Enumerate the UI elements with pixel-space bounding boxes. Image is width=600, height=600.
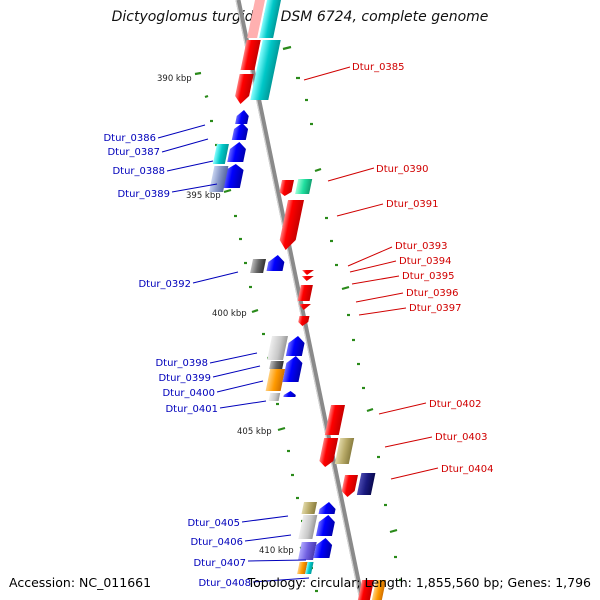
gene-label[interactable]: Dtur_0403 — [435, 432, 488, 443]
gene-label[interactable]: Dtur_0391 — [386, 199, 439, 210]
reverse-strand-genes — [209, 110, 337, 574]
gene-arrow-blue[interactable] — [315, 515, 336, 536]
gene-block-olive[interactable] — [301, 502, 317, 514]
reverse-gene-labels: Dtur_0386 Dtur_0387 Dtur_0388 Dtur_0389 … — [103, 124, 310, 589]
gene-label[interactable]: Dtur_0401 — [165, 404, 218, 415]
gene-label[interactable]: Dtur_0406 — [190, 537, 243, 548]
gene-arrow-red[interactable] — [318, 438, 339, 467]
gene-label[interactable]: Dtur_0405 — [187, 518, 240, 529]
gene-block-gray[interactable] — [269, 361, 284, 369]
gene-label[interactable]: Dtur_0396 — [406, 288, 459, 299]
gene-arrow-blue[interactable] — [313, 538, 333, 558]
gene-block-cyan[interactable] — [259, 0, 281, 38]
scale-tick-marks — [194, 45, 402, 593]
gene-label[interactable]: Dtur_0394 — [399, 256, 452, 267]
gene-arrow-red[interactable] — [278, 200, 304, 250]
gene-block-orange[interactable] — [297, 562, 308, 574]
gene-label[interactable]: Dtur_0402 — [429, 399, 482, 410]
gene-label[interactable]: Dtur_0386 — [103, 133, 156, 144]
gene-block-red[interactable] — [324, 405, 345, 435]
tick-label: 390 kbp — [157, 74, 192, 84]
gene-block-lightgray[interactable] — [267, 336, 288, 360]
forward-strand-genes — [233, 0, 386, 600]
gene-arrow-blue[interactable] — [318, 502, 337, 514]
gene-label[interactable]: Dtur_0389 — [117, 189, 170, 200]
gene-block-cyan[interactable] — [250, 40, 281, 100]
gene-label[interactable]: Dtur_0407 — [193, 558, 246, 569]
gene-label[interactable]: Dtur_0408 — [198, 578, 251, 589]
tick-label: 395 kbp — [186, 191, 221, 201]
gene-arrow-blue[interactable] — [283, 391, 296, 397]
genome-summary: Topology: circular; Length: 1,855,560 bp… — [247, 575, 591, 590]
gene-label[interactable]: Dtur_0393 — [395, 241, 448, 252]
gene-block-purple[interactable] — [297, 542, 317, 560]
gene-arrow-blue[interactable] — [227, 142, 247, 162]
gene-arrow-red[interactable] — [233, 74, 254, 104]
gene-block-red[interactable] — [240, 40, 261, 70]
gene-label[interactable]: Dtur_0385 — [352, 62, 405, 73]
gene-arrow-red[interactable] — [301, 276, 314, 281]
tick-label: 405 kbp — [237, 427, 272, 437]
gene-block-gray[interactable] — [250, 259, 266, 273]
accession-label: Accession: NC_011661 — [9, 575, 152, 590]
gene-label[interactable]: Dtur_0390 — [376, 164, 429, 175]
gene-arrow-red[interactable] — [297, 316, 310, 326]
map-title: Dictyoglomus turgidum DSM 6724, complete… — [111, 9, 489, 25]
gene-block-cyan[interactable] — [212, 144, 229, 164]
tick-label: 410 kbp — [259, 546, 294, 556]
gene-label[interactable]: Dtur_0392 — [138, 279, 191, 290]
gene-label[interactable]: Dtur_0395 — [402, 271, 455, 282]
gene-arrow-blue[interactable] — [231, 123, 250, 140]
gene-arrow-red[interactable] — [298, 304, 311, 310]
gene-block-cyan[interactable] — [305, 562, 314, 574]
gene-arrow-red[interactable] — [340, 475, 358, 497]
gene-block-olive[interactable] — [334, 438, 355, 464]
gene-label[interactable]: Dtur_0399 — [158, 373, 211, 384]
gene-label[interactable]: Dtur_0400 — [162, 388, 215, 399]
gene-block-red[interactable] — [357, 580, 374, 600]
gene-label[interactable]: Dtur_0387 — [107, 147, 160, 158]
gene-label[interactable]: Dtur_0398 — [155, 358, 208, 369]
gene-arrow-red[interactable] — [301, 270, 314, 275]
gene-label[interactable]: Dtur_0388 — [112, 166, 165, 177]
gene-block-lightgray[interactable] — [268, 393, 281, 401]
gene-block-steel[interactable] — [209, 166, 229, 192]
gene-block-orange[interactable] — [265, 369, 286, 391]
gene-arrow-red[interactable] — [279, 180, 294, 196]
gene-block-red[interactable] — [297, 285, 313, 301]
gene-arrow-blue[interactable] — [235, 110, 250, 124]
gene-arrow-blue[interactable] — [266, 255, 286, 271]
gene-block-navy[interactable] — [356, 473, 376, 495]
gene-arrow-blue[interactable] — [282, 356, 303, 382]
gene-arrow-blue[interactable] — [285, 336, 306, 356]
gene-label[interactable]: Dtur_0404 — [441, 464, 494, 475]
forward-gene-labels: Dtur_0385 Dtur_0390 Dtur_0391 Dtur_0393 … — [303, 62, 494, 480]
scale-labels: 390 kbp 395 kbp 400 kbp 405 kbp 410 kbp — [157, 74, 294, 556]
gene-block-red[interactable] — [247, 0, 265, 38]
gene-block-lightgray[interactable] — [298, 515, 318, 539]
gene-label[interactable]: Dtur_0397 — [409, 303, 462, 314]
tick-label: 400 kbp — [212, 309, 247, 319]
gene-block-teal[interactable] — [295, 179, 313, 194]
gene-block-orange[interactable] — [371, 580, 386, 600]
